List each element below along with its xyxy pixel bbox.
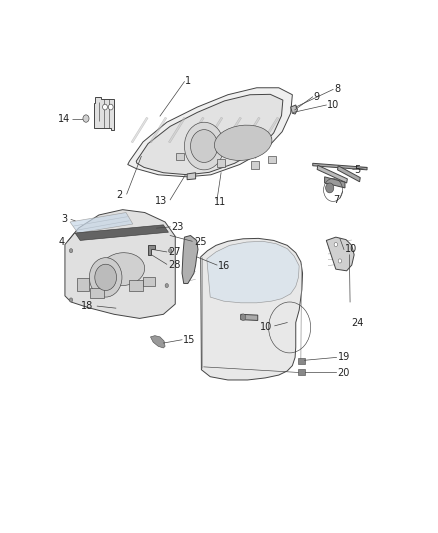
Polygon shape: [187, 117, 204, 143]
Polygon shape: [128, 88, 293, 177]
Text: 14: 14: [58, 114, 71, 124]
Circle shape: [83, 115, 89, 122]
Bar: [251, 161, 259, 168]
Bar: [217, 159, 225, 166]
Bar: [268, 156, 276, 163]
Text: 5: 5: [354, 165, 360, 175]
Text: 20: 20: [338, 368, 350, 377]
Polygon shape: [187, 173, 196, 180]
Circle shape: [325, 183, 334, 193]
Ellipse shape: [214, 125, 272, 160]
Polygon shape: [65, 209, 175, 318]
Polygon shape: [136, 94, 283, 175]
Polygon shape: [150, 117, 167, 143]
Polygon shape: [325, 177, 345, 188]
Text: 10: 10: [327, 100, 339, 110]
Polygon shape: [151, 336, 165, 348]
Polygon shape: [94, 97, 114, 130]
Circle shape: [95, 264, 117, 290]
Polygon shape: [201, 238, 303, 380]
Circle shape: [338, 259, 342, 263]
Text: 19: 19: [338, 352, 350, 362]
Text: 1: 1: [185, 76, 191, 86]
Polygon shape: [169, 117, 185, 143]
Text: 7: 7: [333, 195, 339, 205]
Polygon shape: [313, 163, 367, 170]
Circle shape: [334, 243, 338, 247]
Polygon shape: [243, 117, 260, 143]
Polygon shape: [326, 237, 354, 271]
Polygon shape: [338, 166, 360, 182]
Bar: [143, 277, 155, 286]
Polygon shape: [207, 241, 299, 303]
Text: 25: 25: [194, 237, 206, 247]
Text: 27: 27: [168, 247, 180, 257]
Polygon shape: [317, 165, 347, 183]
Polygon shape: [70, 213, 133, 233]
Polygon shape: [206, 117, 223, 143]
Polygon shape: [291, 105, 297, 114]
Bar: [130, 280, 143, 290]
Text: 3: 3: [61, 214, 67, 224]
Bar: [90, 288, 104, 298]
Bar: [176, 153, 184, 160]
Polygon shape: [182, 236, 198, 284]
Circle shape: [102, 104, 107, 110]
Text: 9: 9: [314, 92, 320, 102]
Bar: [77, 278, 88, 290]
Polygon shape: [75, 225, 169, 240]
Polygon shape: [241, 314, 258, 320]
Circle shape: [69, 248, 73, 253]
Circle shape: [240, 314, 246, 320]
Circle shape: [184, 122, 224, 170]
Text: 11: 11: [214, 197, 226, 207]
Text: 16: 16: [218, 261, 230, 271]
Circle shape: [169, 248, 172, 253]
Circle shape: [69, 298, 73, 302]
Ellipse shape: [101, 253, 145, 286]
Circle shape: [165, 284, 169, 288]
Text: 18: 18: [81, 301, 93, 311]
Bar: [298, 369, 304, 375]
Text: 13: 13: [155, 196, 167, 206]
Polygon shape: [262, 117, 279, 143]
Circle shape: [89, 257, 122, 297]
Text: 15: 15: [183, 335, 195, 345]
Text: 23: 23: [171, 222, 184, 232]
Bar: [298, 358, 304, 364]
Polygon shape: [148, 245, 155, 255]
Text: 2: 2: [117, 190, 123, 200]
Text: 8: 8: [334, 84, 340, 94]
Text: 28: 28: [168, 260, 180, 270]
Circle shape: [108, 104, 113, 110]
Text: 10: 10: [345, 245, 357, 254]
Polygon shape: [224, 117, 241, 143]
Circle shape: [191, 130, 218, 163]
Polygon shape: [131, 117, 148, 143]
Text: 4: 4: [58, 238, 64, 247]
Text: 10: 10: [260, 321, 272, 332]
Text: 24: 24: [351, 318, 363, 328]
